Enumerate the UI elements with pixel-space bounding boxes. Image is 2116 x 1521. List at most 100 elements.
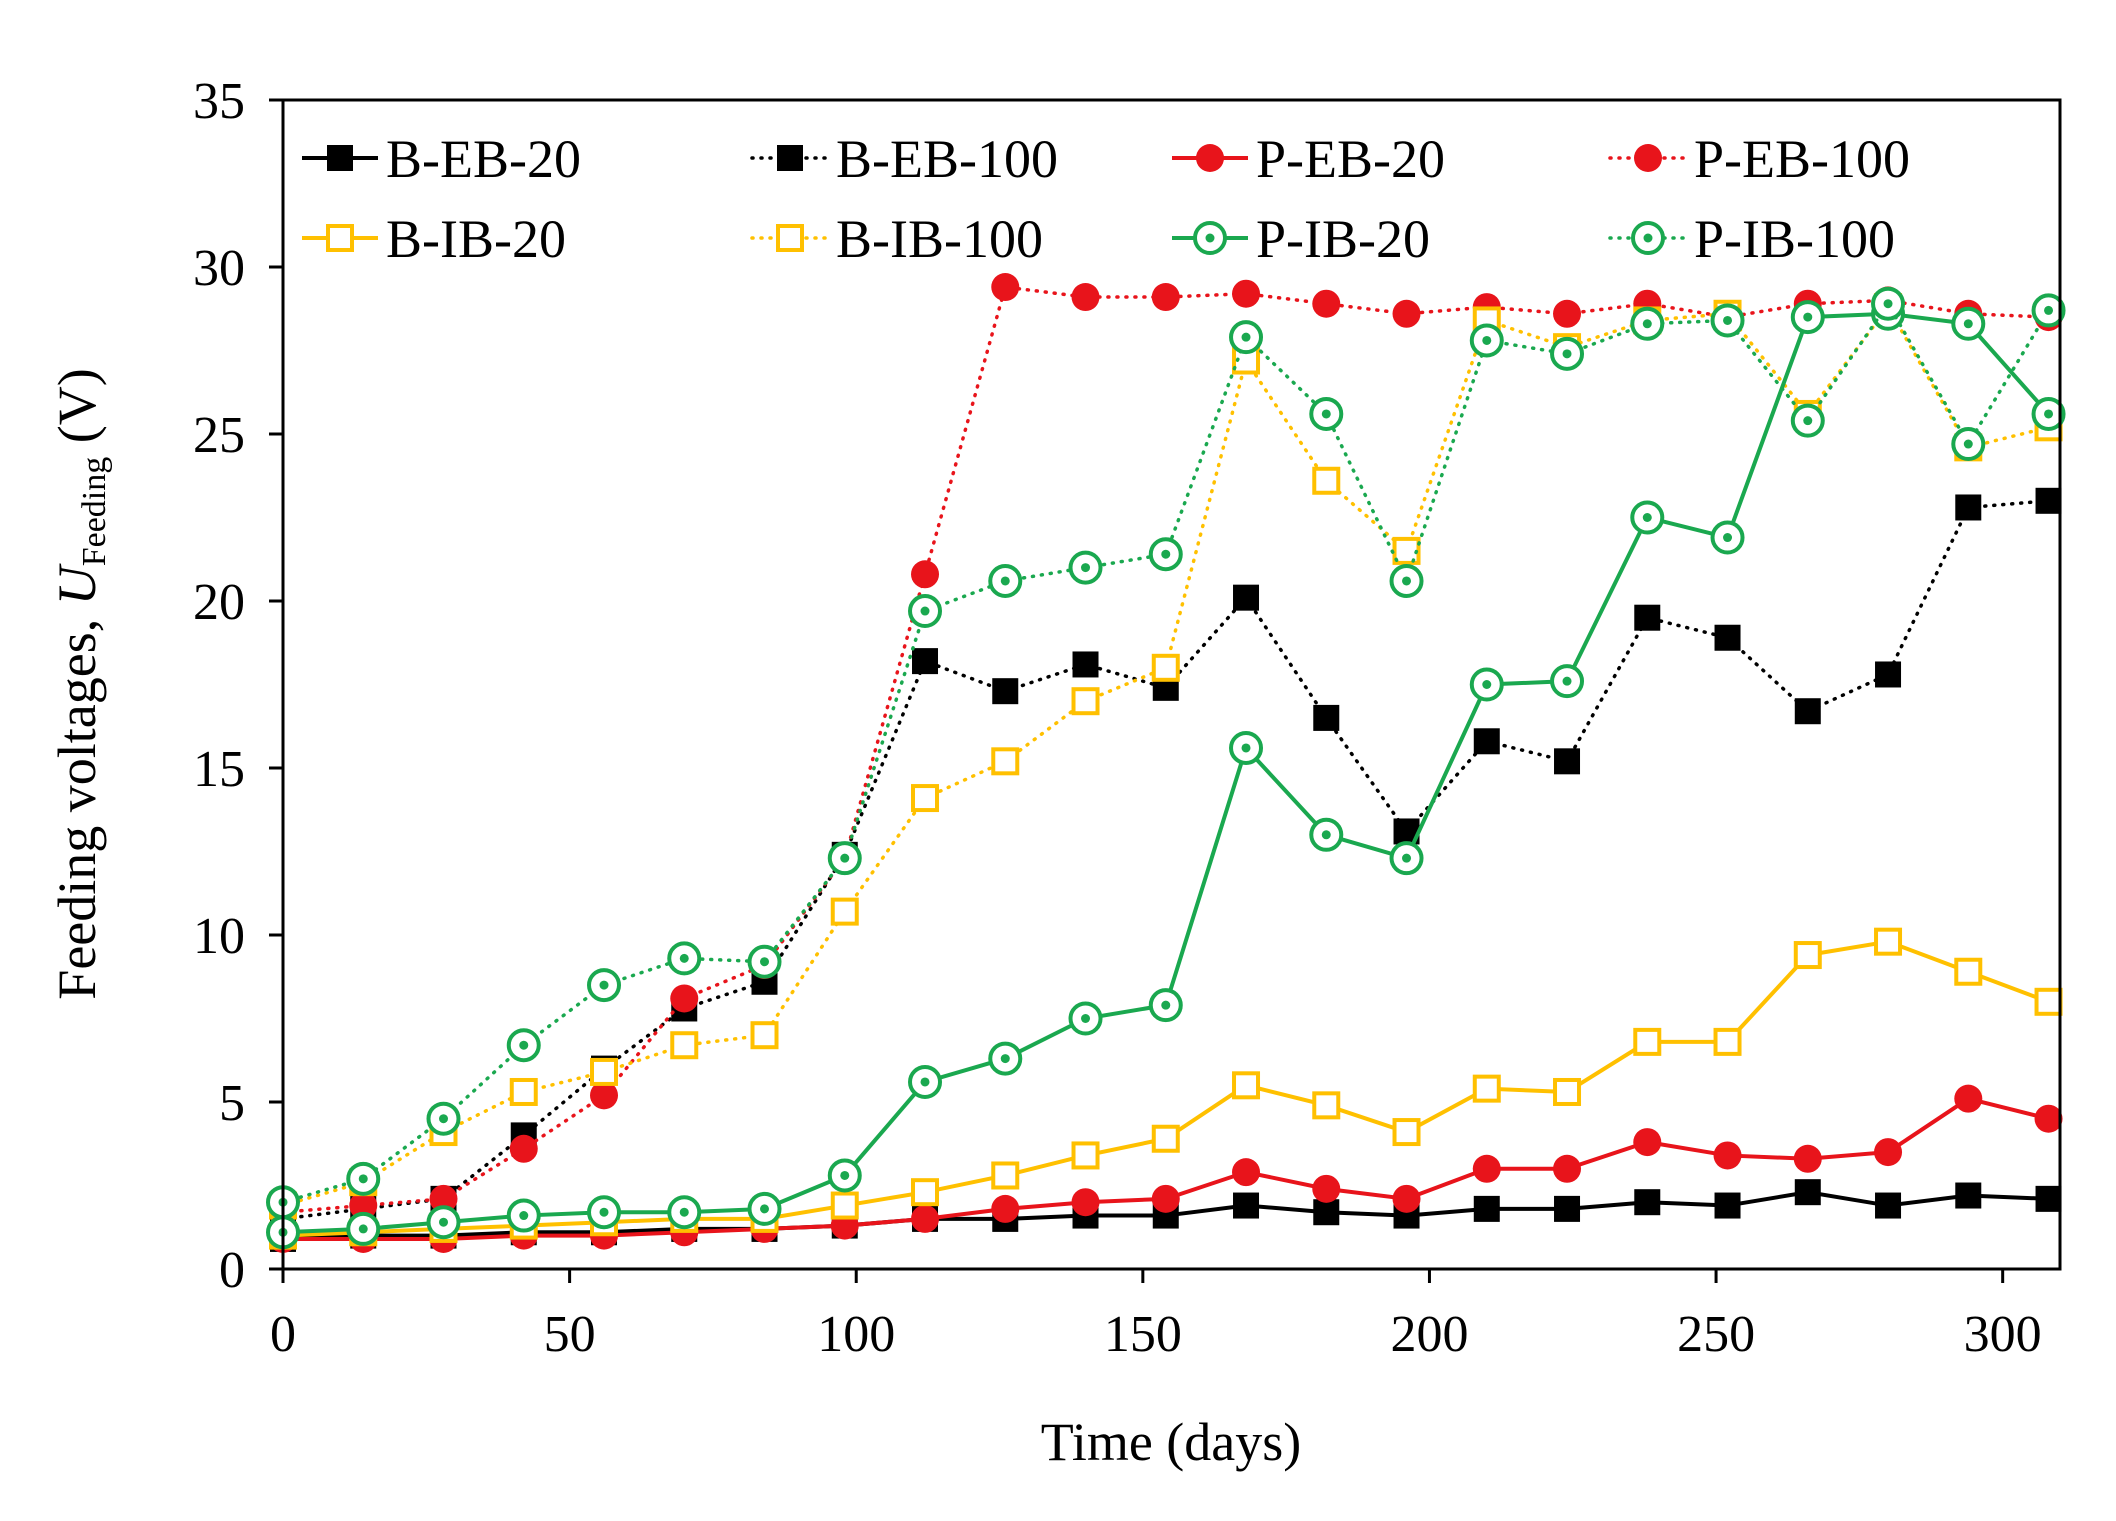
data-point [1232,1158,1261,1187]
data-point [747,944,782,979]
data-point [2034,1104,2063,1133]
legend-label: B-EB-20 [386,129,581,189]
x-tick-label: 300 [1964,1306,2042,1363]
data-point [1068,1001,1103,1036]
x-tick-label: 150 [1104,1306,1182,1363]
plot-area-frame [281,98,2062,1271]
data-point [991,273,1020,302]
data-point [1312,289,1341,318]
y-tick-label: 25 [193,407,245,464]
legend-item-P-IB-100: P-IB-100 [1608,209,1895,269]
data-point [1793,941,1822,970]
legend-swatch-marker [1193,221,1227,255]
legend-swatch-marker [327,145,353,171]
data-point [988,1041,1023,1076]
x-tick-label: 50 [544,1306,596,1363]
y-axis-title-subscript: Feeding [76,457,113,567]
data-point [1389,563,1424,598]
legend-swatch-marker [776,224,804,252]
data-point [1634,604,1661,631]
data-point [1874,1138,1903,1167]
data-point [911,784,940,813]
data-point [1229,730,1264,765]
data-point [667,941,702,976]
data-point [908,594,943,629]
data-point [1469,667,1504,702]
data-point [590,1081,619,1110]
data-point [1313,704,1340,731]
data-point [1954,957,1983,986]
data-point [1550,664,1585,699]
data-point [346,1211,381,1246]
data-point [1392,1118,1421,1147]
legend-swatch-marker [1634,144,1662,172]
y-axis-title: Feeding voltages, UFeeding (V) [47,368,113,999]
y-tick-label: 35 [193,73,245,130]
legend-label: B-EB-100 [836,129,1058,189]
data-point [830,897,859,926]
data-point [2035,1185,2062,1212]
data-point [1072,651,1099,678]
data-point [1312,1091,1341,1120]
data-point [667,1195,702,1230]
data-point [1713,1027,1742,1056]
data-point [1875,1192,1902,1219]
legend-label: P-EB-100 [1694,129,1910,189]
y-tick-label: 10 [193,908,245,965]
data-point [1151,1124,1180,1153]
data-point [1790,300,1825,335]
data-point [991,1161,1020,1190]
data-point [1630,306,1665,341]
data-point [1313,1199,1340,1226]
legend-label: P-EB-20 [1256,129,1445,189]
data-point [1553,1077,1582,1106]
legend-swatch-marker [1631,221,1665,255]
data-point [2035,487,2062,514]
data-point [1233,584,1260,611]
data-point [1871,286,1906,321]
data-point [1633,1027,1662,1056]
data-point [509,1077,538,1106]
data-point [988,563,1023,598]
data-point [2031,396,2066,431]
legend-label: B-IB-100 [836,209,1043,269]
data-point [1232,279,1261,308]
data-point [1071,1141,1100,1170]
data-point [827,841,862,876]
data-point [1071,283,1100,312]
data-point [747,1191,782,1226]
legend-item-P-EB-20: P-EB-20 [1172,129,1445,189]
data-point [1714,624,1741,651]
data-point [1554,1195,1581,1222]
data-point [1233,1192,1260,1219]
x-tick-label: 0 [270,1306,296,1363]
data-point [1951,306,1986,341]
series-P-IB-100 [266,286,2066,1220]
legend-label: B-IB-20 [386,209,566,269]
data-point [1553,299,1582,328]
legend-item-P-IB-20: P-IB-20 [1172,209,1430,269]
data-point [1148,537,1183,572]
data-point [1392,536,1421,565]
y-tick-label: 20 [193,574,245,631]
data-point [506,1028,541,1063]
y-axis-title-symbol: U [47,563,107,605]
data-point [1071,687,1100,716]
data-point [911,560,940,589]
y-tick-label: 30 [193,240,245,297]
data-point [2034,987,2063,1016]
data-point [506,1198,541,1233]
data-point [426,1101,461,1136]
data-point [1229,320,1264,355]
axis-ticks: 0 50 100 150 200 250 300 0 5 10 15 20 25 30 35 [193,73,2042,1363]
data-point [670,984,699,1013]
series-layer [266,273,2066,1253]
legend-item-B-EB-20: B-EB-20 [302,129,581,189]
y-tick-label: 0 [219,1242,245,1299]
data-point [1473,1195,1500,1222]
data-point [827,1158,862,1193]
data-point [509,1134,538,1163]
y-tick-label: 15 [193,741,245,798]
data-point [1312,1174,1341,1203]
data-point [1794,1179,1821,1206]
